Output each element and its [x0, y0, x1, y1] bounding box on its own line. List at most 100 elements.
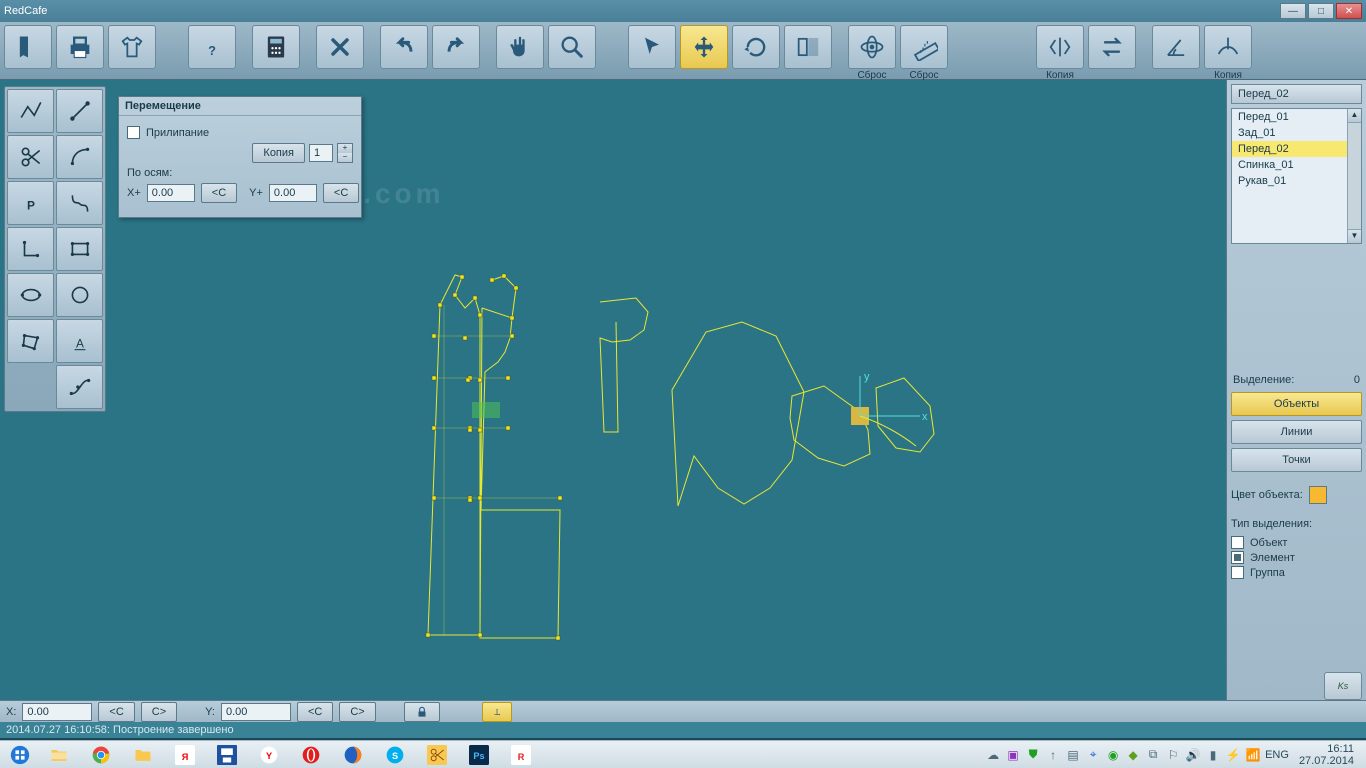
tray-signal-icon[interactable]: ◉	[1105, 747, 1121, 763]
taskbar-firefox[interactable]	[333, 742, 373, 768]
seltype-object-label: Объект	[1250, 537, 1287, 549]
new-file-button[interactable]	[4, 25, 52, 69]
object-list-item[interactable]: Рукав_01	[1232, 173, 1347, 189]
delete-button[interactable]	[316, 25, 364, 69]
taskbar-yandex-browser[interactable]: Y	[249, 742, 289, 768]
seltype-object-checkbox[interactable]	[1231, 536, 1244, 549]
zoom-button[interactable]	[548, 25, 596, 69]
curve-tool[interactable]	[56, 181, 103, 225]
tray-vol-icon[interactable]: 🔊	[1185, 747, 1201, 763]
ellipse-tool[interactable]	[7, 273, 54, 317]
measure-button[interactable]	[900, 25, 948, 69]
tray-net-icon[interactable]: ▮	[1205, 747, 1221, 763]
object-list-item[interactable]: Перед_01	[1232, 109, 1347, 125]
snap-checkbox[interactable]	[127, 126, 140, 139]
tray-note-icon[interactable]: ▣	[1005, 747, 1021, 763]
start-button[interactable]	[2, 742, 38, 768]
svg-text:Ps: Ps	[473, 751, 484, 761]
split-button[interactable]	[1036, 25, 1084, 69]
close-button[interactable]: ✕	[1336, 3, 1362, 19]
polyline-tool[interactable]	[7, 89, 54, 133]
orbit-button[interactable]	[848, 25, 896, 69]
calculator-button[interactable]	[252, 25, 300, 69]
trim-button[interactable]	[1204, 25, 1252, 69]
seltype-group-checkbox[interactable]	[1231, 566, 1244, 579]
object-color-swatch[interactable]	[1309, 486, 1327, 504]
tray-wifi-icon[interactable]: 📶	[1245, 747, 1261, 763]
seltype-element-checkbox[interactable]	[1231, 551, 1244, 564]
taskbar-yandex[interactable]: Я	[165, 742, 205, 768]
x-clear-button[interactable]: <C	[201, 183, 237, 203]
taskbar-snip[interactable]	[417, 742, 457, 768]
taskbar-clock[interactable]: 16:11 27.07.2014	[1293, 743, 1360, 767]
tray-flag-icon[interactable]: ⚐	[1165, 747, 1181, 763]
tray-lang[interactable]: ENG	[1265, 749, 1289, 761]
rotate-button[interactable]	[732, 25, 780, 69]
taskbar-skype[interactable]: S	[375, 742, 415, 768]
taskbar-photoshop[interactable]: Ps	[459, 742, 499, 768]
lines-button[interactable]: Линии	[1231, 420, 1362, 444]
scroll-up[interactable]: ▲	[1348, 109, 1361, 123]
pan-button[interactable]	[496, 25, 544, 69]
objects-button[interactable]: Объекты	[1231, 392, 1362, 416]
object-list-item[interactable]: Спинка_01	[1232, 157, 1347, 173]
minimize-button[interactable]: —	[1280, 3, 1306, 19]
taskbar-files[interactable]	[123, 742, 163, 768]
tray-cloud-icon[interactable]: ☁	[985, 747, 1001, 763]
taskbar-redcafe[interactable]: R	[501, 742, 541, 768]
taskbar-opera[interactable]	[291, 742, 331, 768]
print-button[interactable]	[56, 25, 104, 69]
count-down[interactable]: −	[338, 153, 352, 162]
coord-y-input[interactable]	[221, 703, 291, 721]
tray-up-icon[interactable]: ↑	[1045, 747, 1061, 763]
coord-y-lc[interactable]: <C	[297, 702, 333, 722]
bezier-tool[interactable]	[56, 365, 103, 409]
mirror-button[interactable]	[784, 25, 832, 69]
move-button[interactable]	[680, 25, 728, 69]
garment-button[interactable]	[108, 25, 156, 69]
corner-tool[interactable]	[7, 227, 54, 271]
point-tool[interactable]: P	[7, 181, 54, 225]
x-label: X+	[127, 187, 141, 199]
points-button[interactable]: Точки	[1231, 448, 1362, 472]
tray-doc-icon[interactable]: ▤	[1065, 747, 1081, 763]
tray-bt-icon[interactable]: ⌖	[1085, 747, 1101, 763]
arc-tool[interactable]	[56, 135, 103, 179]
taskbar-explorer[interactable]	[39, 742, 79, 768]
tray-power-icon[interactable]: ⚡	[1225, 747, 1241, 763]
copy-count-input[interactable]	[309, 144, 333, 162]
y-clear-button[interactable]: <C	[323, 183, 359, 203]
tray-gfx-icon[interactable]: ◆	[1125, 747, 1141, 763]
redo-button[interactable]	[432, 25, 480, 69]
object-color-label: Цвет объекта:	[1231, 489, 1303, 501]
lock-button[interactable]	[404, 702, 440, 722]
taskbar-chrome[interactable]	[81, 742, 121, 768]
help-button[interactable]: ?	[188, 25, 236, 69]
coord-y-rc[interactable]: C>	[339, 702, 375, 722]
x-input[interactable]	[147, 184, 195, 202]
angle-button[interactable]	[1152, 25, 1200, 69]
maximize-button[interactable]: □	[1308, 3, 1334, 19]
object-list-item[interactable]: Зад_01	[1232, 125, 1347, 141]
rect-tool[interactable]	[56, 227, 103, 271]
copy-button[interactable]: Копия	[252, 143, 305, 163]
coord-x-input[interactable]	[22, 703, 92, 721]
list-scrollbar[interactable]: ▲ ▼	[1347, 109, 1361, 243]
polygon-tool[interactable]	[7, 319, 54, 363]
swap-button[interactable]	[1088, 25, 1136, 69]
y-input[interactable]	[269, 184, 317, 202]
coord-x-rc[interactable]: C>	[141, 702, 177, 722]
circle-tool[interactable]	[56, 273, 103, 317]
line-tool[interactable]	[56, 89, 103, 133]
text-tool[interactable]: A	[56, 319, 103, 363]
tray-lang-icon[interactable]: ⧉	[1145, 747, 1161, 763]
taskbar-save[interactable]	[207, 742, 247, 768]
tray-shield-icon[interactable]: ⛊	[1025, 747, 1041, 763]
scroll-down[interactable]: ▼	[1348, 229, 1361, 243]
scissors-tool[interactable]	[7, 135, 54, 179]
coord-x-lc[interactable]: <C	[98, 702, 134, 722]
object-list-item[interactable]: Перед_02	[1232, 141, 1347, 157]
select-button[interactable]	[628, 25, 676, 69]
origin-button[interactable]	[482, 702, 512, 722]
undo-button[interactable]	[380, 25, 428, 69]
